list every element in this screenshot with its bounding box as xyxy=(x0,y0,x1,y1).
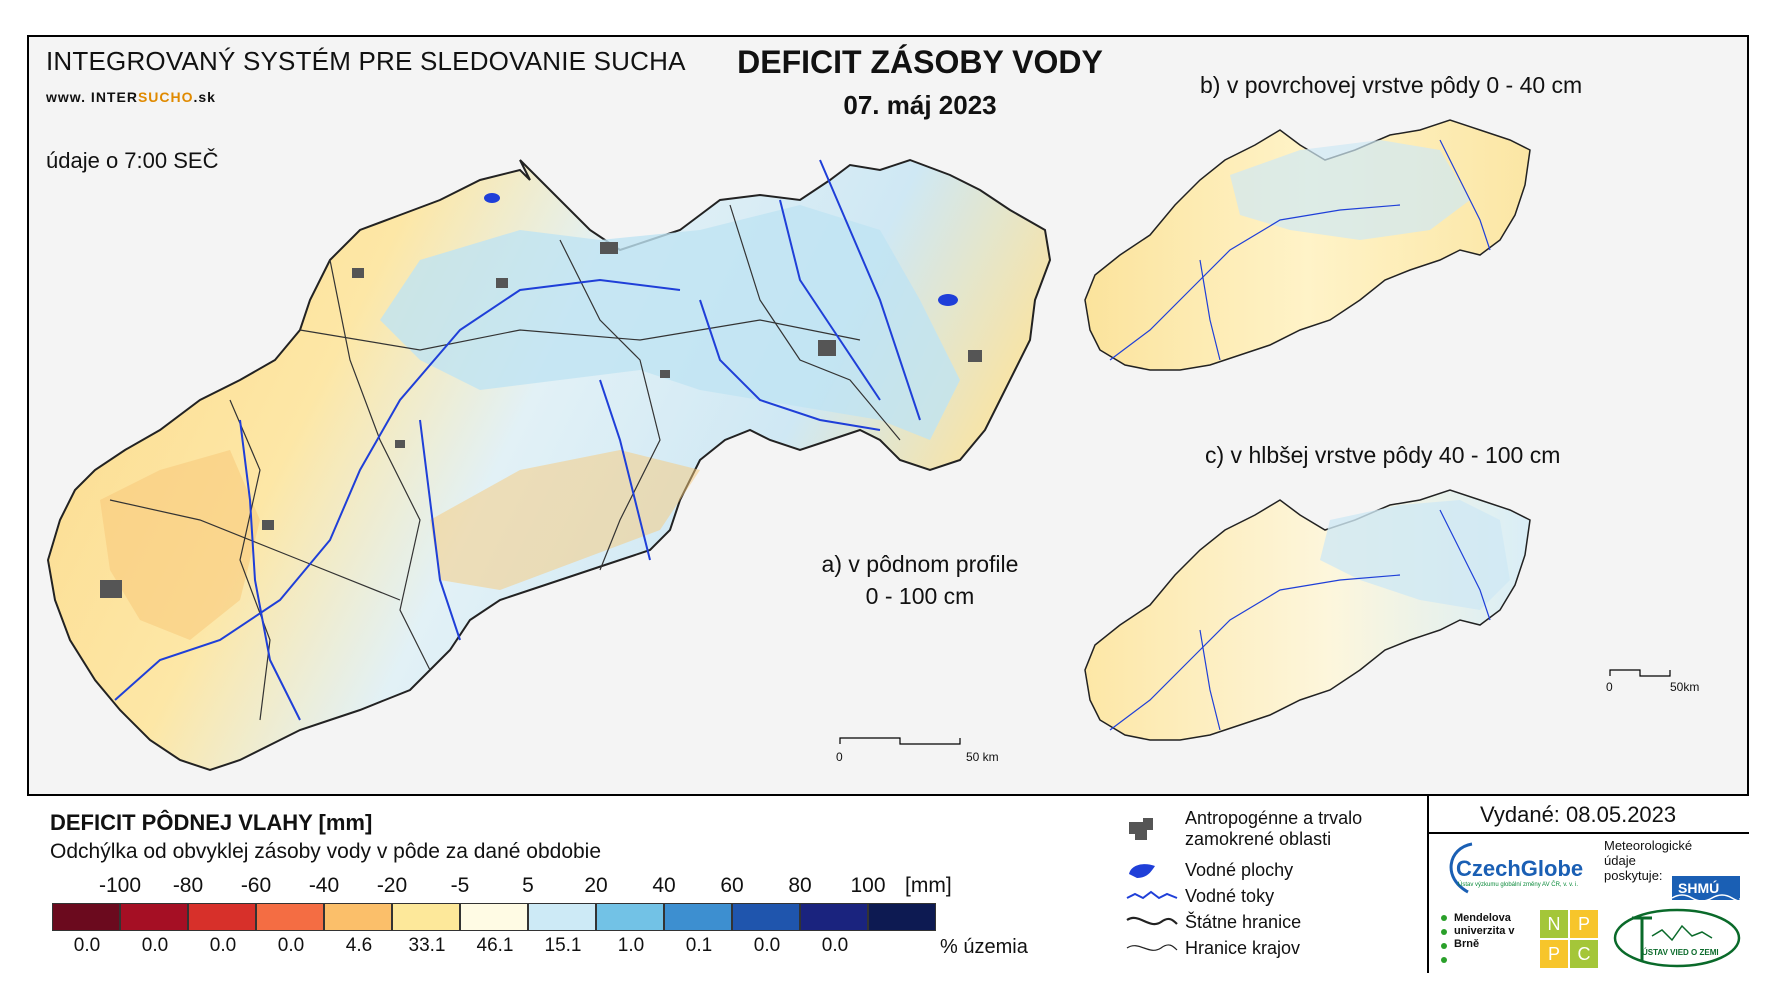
urban-area-icon xyxy=(1129,818,1153,840)
state-border-icon xyxy=(1126,916,1178,926)
legend-tick: 40 xyxy=(652,874,676,897)
legend-tick: 100 xyxy=(850,874,886,897)
river-icon xyxy=(1126,890,1178,900)
water-body-icon xyxy=(1129,864,1155,878)
system-title: INTEGROVANÝ SYSTÉM PRE SLEDOVANIE SUCHA xyxy=(46,46,686,76)
legend-swatch xyxy=(664,903,732,931)
czechglobe-logo: CzechGlobe Ústav výzkumu globální změny … xyxy=(1438,838,1598,898)
nppc-c: C xyxy=(1570,940,1598,968)
page-title: DEFICIT ZÁSOBY VODY xyxy=(737,44,1103,80)
rivers xyxy=(114,159,921,721)
met-data-note: Meteorologické údaje poskytuje: xyxy=(1604,838,1693,883)
shmu-icon xyxy=(1671,876,1742,902)
nppc-n: N xyxy=(1540,910,1568,938)
logo-panel xyxy=(1427,796,1751,973)
website-suffix: .sk xyxy=(193,89,216,105)
panel-a-line1: a) v pôdnom profile xyxy=(821,551,1019,577)
urban-areas xyxy=(100,242,982,598)
nppc-p1: P xyxy=(1570,910,1598,938)
uvz-icon xyxy=(1613,908,1741,968)
legend-percent: 15.1 xyxy=(544,935,582,956)
legend-percent-unit: % územia xyxy=(940,936,1028,958)
czechglobe-swoosh-icon xyxy=(1449,842,1473,894)
legend-unit: [mm] xyxy=(905,874,952,897)
legend-tick: -80 xyxy=(172,874,204,897)
legend-subtitle: Odchýlka od obvyklej zásoby vody v pôde … xyxy=(50,840,602,863)
legend-percent: 0.0 xyxy=(277,935,305,956)
legend-percent: 1.0 xyxy=(617,935,645,956)
issued-separator xyxy=(1427,832,1749,834)
measurement-time: údaje o 7:00 SEČ xyxy=(46,148,219,173)
dry-region-sw xyxy=(100,450,260,640)
legend-swatch xyxy=(868,903,936,931)
region-borders xyxy=(109,204,901,721)
issued-date: Vydané: 08.05.2023 xyxy=(1480,802,1677,827)
region-border-icon xyxy=(1126,944,1178,951)
scalebar-main-end: 50 km xyxy=(966,750,999,764)
legend-swatch xyxy=(392,903,460,931)
legend-swatch xyxy=(800,903,868,931)
legend-separator xyxy=(27,794,1749,796)
legend-panel xyxy=(27,796,1749,973)
legend-percent: 33.1 xyxy=(408,935,446,956)
legend-tick: 20 xyxy=(584,874,608,897)
website-link[interactable]: www. INTERSUCHO.sk xyxy=(46,89,216,105)
wet-region-c xyxy=(1320,500,1510,610)
wet-region xyxy=(380,205,960,440)
rivers-b xyxy=(1109,139,1491,361)
legend-tick: 80 xyxy=(788,874,812,897)
website-accent: SUCHO xyxy=(137,89,194,105)
legend-swatch xyxy=(460,903,528,931)
website-prefix: www. INTER xyxy=(46,89,138,105)
uvz-logo: ÚSTAV VIED O ZEMI xyxy=(1612,906,1742,970)
legend-swatch xyxy=(120,903,188,931)
panel-a-label: a) v pôdnom profile 0 - 100 cm xyxy=(780,548,1060,612)
scalebar-small-start: 0 xyxy=(1606,680,1613,694)
legend-title: DEFICIT PÔDNEJ VLAHY [mm] xyxy=(50,810,373,835)
legend-tick: -40 xyxy=(308,874,340,897)
legend-tick: -100 xyxy=(98,874,142,897)
legend-percent: 0.0 xyxy=(821,935,849,956)
legend-swatch xyxy=(188,903,256,931)
panel-b-label: b) v povrchovej vrstve pôdy 0 - 40 cm xyxy=(1200,72,1583,98)
scalebar-small-end: 50km xyxy=(1670,680,1700,694)
legend-percent: 0.0 xyxy=(209,935,237,956)
scalebar-small xyxy=(1609,669,1671,677)
legend-percent: 0.1 xyxy=(685,935,713,956)
legend-percent: 46.1 xyxy=(476,935,514,956)
water-bodies xyxy=(484,193,958,306)
legend-tick: -60 xyxy=(240,874,272,897)
legend-tick: -20 xyxy=(376,874,408,897)
panel-c-label: c) v hlbšej vrstve pôdy 40 - 100 cm xyxy=(1205,442,1561,468)
legend-swatch xyxy=(528,903,596,931)
legend-percent: 4.6 xyxy=(345,935,373,956)
scalebar-main xyxy=(839,737,961,745)
legend-tick: -5 xyxy=(450,874,470,897)
legend-tick: 60 xyxy=(720,874,744,897)
legend-swatch xyxy=(596,903,664,931)
legend-percent: 0.0 xyxy=(753,935,781,956)
map-date: 07. máj 2023 xyxy=(843,90,997,120)
legend-percent: 0.0 xyxy=(73,935,101,956)
wet-region-b xyxy=(1230,140,1470,240)
legend-tick: 5 xyxy=(522,874,534,897)
legend-percent: 0.0 xyxy=(141,935,169,956)
legend-swatch xyxy=(52,903,120,931)
scalebar-main-start: 0 xyxy=(836,750,843,764)
legend-swatch xyxy=(324,903,392,931)
rivers-c xyxy=(1109,509,1491,731)
shmu-logo: SHMÚ xyxy=(1668,866,1744,906)
mendel-dots-icon xyxy=(1441,915,1447,963)
dry-region-center xyxy=(430,450,700,590)
nppc-p2: P xyxy=(1540,940,1568,968)
legend-swatch xyxy=(256,903,324,931)
panel-a-line2: 0 - 100 cm xyxy=(865,583,975,609)
legend-swatch xyxy=(732,903,800,931)
nppc-logo: N P P C xyxy=(1540,910,1598,968)
